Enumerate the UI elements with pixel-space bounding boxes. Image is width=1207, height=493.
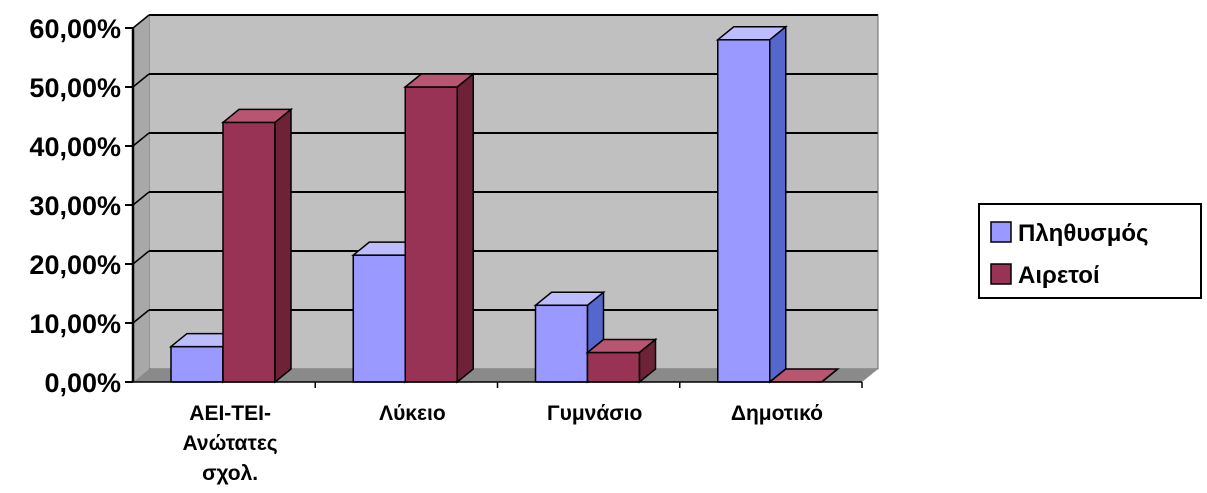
bar-front — [586, 351, 641, 383]
bar-front — [170, 345, 224, 383]
bar — [403, 72, 476, 384]
legend-swatch-elected — [990, 263, 1012, 285]
gridline-side — [132, 14, 150, 29]
y-axis — [125, 15, 879, 388]
gridline-side — [132, 309, 150, 324]
bar-side — [274, 107, 292, 384]
y-tick-label: 40,00% — [29, 132, 121, 162]
bar-side — [638, 337, 657, 384]
bar — [715, 25, 788, 384]
y-tick-label: 10,00% — [29, 309, 121, 339]
gridline-side — [132, 250, 150, 265]
bar-front — [717, 39, 771, 383]
x-category-label: Γυμνάσιο — [547, 402, 642, 425]
legend-swatch-population — [990, 221, 1012, 243]
bar-front — [352, 254, 406, 383]
x-category-label: Ανώτατες — [183, 432, 278, 455]
y-tick-labels: 0,00% 10,00% 20,00% 30,00% 40,00% 50,00% 60,00… — [29, 14, 121, 398]
gridline-side — [132, 132, 150, 147]
bar-front — [404, 86, 458, 383]
legend-label-elected: Αιρετοί — [1018, 262, 1100, 289]
bar — [220, 107, 294, 384]
bar — [585, 337, 658, 384]
y-tick-label: 60,00% — [29, 14, 121, 44]
gridline-side — [132, 73, 150, 88]
bar-side — [769, 25, 787, 384]
bar-side — [821, 368, 839, 383]
chart-floor — [133, 369, 878, 382]
bar-front — [222, 121, 276, 383]
x-category-label: Δημοτικό — [731, 402, 823, 425]
y-tick-label: 30,00% — [29, 191, 121, 221]
x-category-label: ΑΕΙ-ΤΕΙ- — [189, 402, 271, 425]
legend: Πληθυσμός Αιρετοί — [978, 203, 1202, 299]
gridline-side — [132, 191, 150, 206]
y-tick-label: 50,00% — [29, 73, 121, 103]
legend-box — [978, 203, 1202, 299]
bar-side — [456, 72, 474, 384]
x-category-labels: ΑΕΙ-ΤΕΙ- Ανώτατες σχολ. Λύκειο Γυμνάσιο Δημοτ… — [183, 402, 823, 485]
y-tick-label: 20,00% — [29, 250, 121, 280]
y-tick-label: 0,00% — [44, 368, 121, 398]
legend-label-population: Πληθυσμός — [1018, 220, 1149, 247]
x-category-label: Λύκειο — [379, 402, 446, 425]
x-category-label: σχολ. — [202, 462, 258, 485]
bars — [168, 25, 840, 384]
bar-front — [534, 304, 589, 383]
